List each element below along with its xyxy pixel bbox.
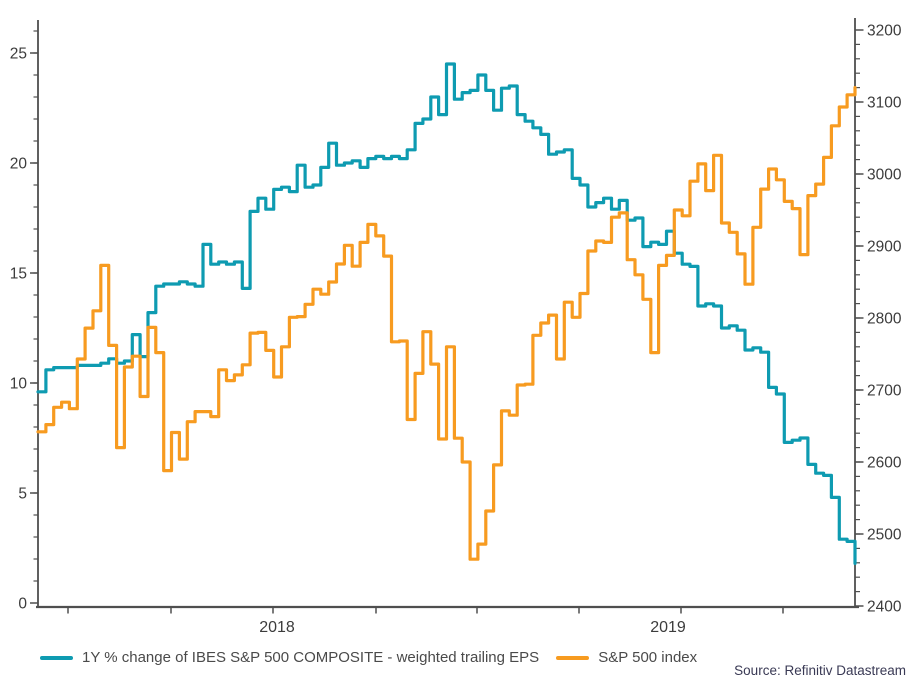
right-axis-tick-label: 2500 — [867, 527, 902, 544]
legend-item-spx: S&P 500 index — [556, 649, 697, 666]
source-credit: Source: Refinitiv Datastream — [734, 663, 906, 678]
right-axis-tick-label: 3000 — [867, 167, 902, 184]
legend-item-eps: 1Y % change of IBES S&P 500 COMPOSITE - … — [40, 649, 539, 666]
plot-area: 0 5 10 15 20 25 2400 2500 2600 2700 2800 2900 3000 31… — [10, 18, 902, 636]
right-axis-tick-label: 3100 — [867, 95, 902, 112]
legend-label-spx: S&P 500 index — [598, 649, 698, 666]
left-axis-tick-label: 25 — [10, 46, 27, 63]
right-axis-tick-label: 2600 — [867, 455, 902, 472]
legend: 1Y % change of IBES S&P 500 COMPOSITE - … — [40, 649, 697, 666]
left-axis-tick-label: 0 — [18, 596, 27, 613]
left-axis-tick-label: 20 — [10, 156, 28, 173]
x-axis-year-label: 2019 — [650, 619, 686, 636]
right-axis-tick-label: 2700 — [867, 383, 902, 400]
eps-growth-line — [36, 62, 857, 565]
left-axis-tick-label: 15 — [10, 266, 27, 283]
right-axis-tick-label: 2400 — [867, 599, 902, 616]
x-axis-year-label: 2018 — [259, 619, 295, 636]
right-axis-tick-label: 3200 — [867, 23, 902, 40]
legend-swatch-eps-line — [40, 655, 73, 660]
legend-label-eps: 1Y % change of IBES S&P 500 COMPOSITE - … — [82, 649, 540, 666]
left-axis-tick-label: 5 — [18, 486, 27, 503]
right-axis-tick-label: 2900 — [867, 239, 902, 256]
legend-swatch-spx-line — [556, 655, 590, 660]
left-axis-tick-label: 10 — [10, 376, 28, 393]
right-axis-tick-label: 2800 — [867, 311, 902, 328]
sp500-index-line — [36, 86, 857, 561]
